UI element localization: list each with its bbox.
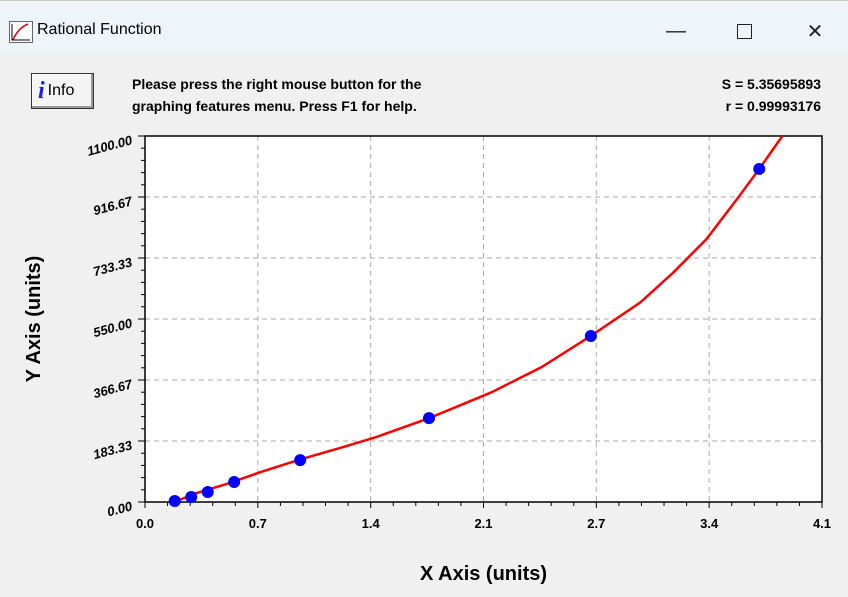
- close-button[interactable]: ✕: [795, 15, 835, 47]
- y-tick-label: 1100.00: [85, 132, 134, 159]
- data-point: [201, 486, 214, 499]
- plot-border: [144, 135, 823, 503]
- data-point: [753, 162, 766, 175]
- fit-curve: [174, 135, 784, 504]
- data-point: [185, 491, 198, 504]
- help-message: Please press the right mouse button for …: [132, 73, 421, 117]
- x-tick-label: 4.1: [813, 516, 831, 531]
- fit-statistics: S = 5.35695893 r = 0.99993176: [722, 73, 821, 117]
- y-tick-label: 550.00: [91, 315, 134, 340]
- data-point: [423, 412, 436, 425]
- maximize-button[interactable]: [724, 15, 764, 47]
- minimize-button[interactable]: —: [656, 15, 696, 47]
- window-title: Rational Function: [37, 21, 162, 38]
- x-tick-label: 2.1: [474, 516, 492, 531]
- x-axis-label: X Axis (units): [420, 563, 547, 585]
- stat-s: S = 5.35695893: [721, 76, 821, 92]
- data-point: [294, 454, 307, 467]
- info-button[interactable]: i Info: [31, 73, 94, 109]
- info-icon: i: [38, 77, 45, 104]
- minimize-icon: —: [666, 19, 686, 42]
- x-tick-label: 2.7: [587, 516, 605, 531]
- data-point: [584, 329, 597, 342]
- y-tick-label: 733.33: [91, 254, 134, 279]
- help-message-line1: Please press the right mouse button for …: [132, 76, 422, 92]
- data-point: [168, 495, 181, 508]
- graph-app-icon: [9, 21, 33, 43]
- y-tick-label: 183.33: [91, 437, 134, 462]
- y-tick-label: 366.67: [91, 376, 134, 401]
- x-tick-label: 0.7: [249, 516, 267, 531]
- maximize-icon: [736, 23, 752, 39]
- title-bar: Rational Function — ✕: [0, 0, 848, 53]
- y-axis-label: Y Axis (units): [23, 256, 45, 383]
- x-tick-label: 0.0: [136, 516, 154, 531]
- help-message-line2: graphing features menu. Press F1 for hel…: [132, 98, 417, 114]
- y-tick-label: 916.67: [91, 193, 134, 218]
- y-tick-label: 0.00: [105, 498, 134, 519]
- info-label: Info: [47, 82, 75, 99]
- data-point: [228, 476, 241, 489]
- x-tick-label: 1.4: [362, 516, 381, 531]
- stat-r: r = 0.99993176: [725, 98, 821, 114]
- x-tick-label: 3.4: [700, 516, 719, 531]
- close-icon: ✕: [806, 20, 824, 43]
